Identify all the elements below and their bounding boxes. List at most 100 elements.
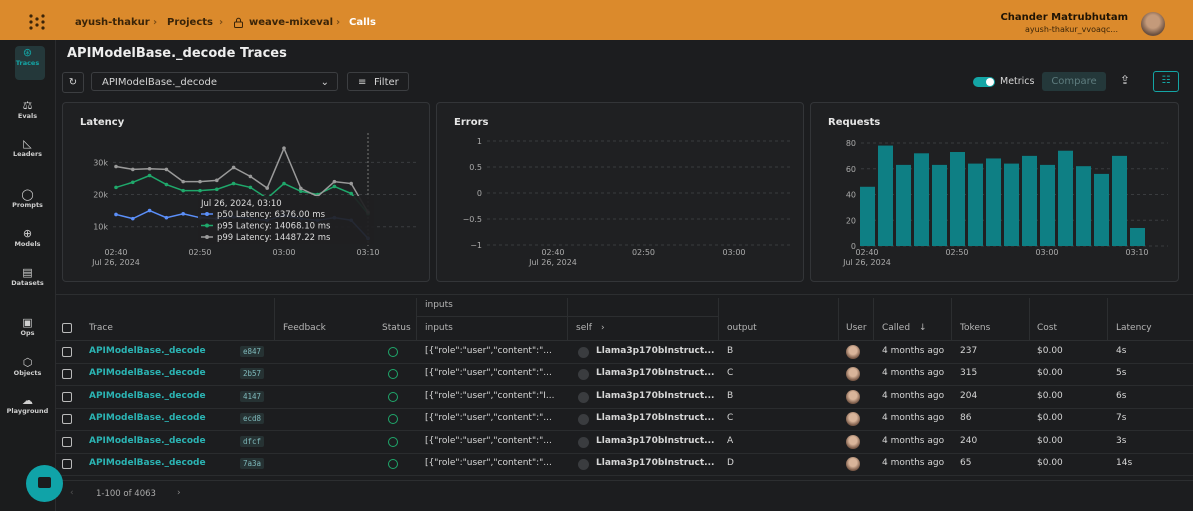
breadcrumb[interactable]: Calls	[349, 17, 376, 28]
point	[332, 184, 337, 189]
avatar[interactable]	[1141, 12, 1165, 36]
nav-label[interactable]: Playground	[6, 407, 49, 415]
x-tick-label: 03:00	[1035, 248, 1058, 257]
nav-label[interactable]: Models	[14, 240, 41, 248]
nav-label[interactable]: Datasets	[11, 279, 44, 287]
refresh-button[interactable]: ↻	[62, 72, 84, 93]
compare-button[interactable]: Compare	[1042, 72, 1106, 91]
self-cell[interactable]: Llama3p170bInstruct...	[596, 368, 715, 379]
nav-icon[interactable]: ▣	[22, 316, 33, 329]
column-header[interactable]: Feedback	[283, 323, 326, 333]
nav-icon[interactable]: ◺	[23, 137, 32, 150]
metrics-toggle[interactable]	[973, 77, 995, 87]
point	[299, 189, 303, 194]
point	[282, 146, 286, 150]
y-tick-label: −0.5	[463, 215, 482, 224]
self-cell[interactable]: Llama3p170bInstruct...	[596, 413, 715, 424]
tokens-cell: 204	[960, 390, 978, 401]
x-tick-label: 03:10	[356, 248, 379, 257]
nav-icon[interactable]: ⊕	[22, 227, 33, 240]
self-cell[interactable]: Llama3p170bInstruct...	[596, 390, 715, 401]
column-header[interactable]: Latency	[1116, 323, 1152, 333]
export-button[interactable]: ⇪	[1120, 73, 1131, 87]
row-checkbox[interactable]	[62, 347, 72, 357]
nav-icon[interactable]: ⊛	[22, 46, 33, 59]
nav-label[interactable]: Leaders	[12, 150, 43, 158]
column-divider	[838, 298, 839, 340]
status-icon	[388, 369, 398, 380]
trace-link[interactable]: APIModelBase._decode	[89, 390, 206, 401]
nav-icon[interactable]: ☁	[22, 394, 33, 407]
row-checkbox[interactable]	[62, 414, 72, 425]
series-line	[115, 174, 369, 215]
cost-cell: $0.00	[1037, 458, 1063, 468]
nav-label[interactable]: Objects	[13, 369, 42, 377]
self-cell[interactable]: Llama3p170bInstruct...	[596, 346, 715, 356]
nav-label[interactable]: Prompts	[12, 201, 43, 209]
trace-link[interactable]: APIModelBase._decode	[89, 413, 206, 424]
nav-label[interactable]: Evals	[17, 112, 38, 120]
output-cell: C	[727, 368, 734, 379]
group-header: inputs	[425, 300, 453, 310]
trace-link[interactable]: APIModelBase._decode	[89, 458, 206, 468]
select-all[interactable]	[62, 323, 72, 333]
column-divider	[873, 298, 874, 340]
trace-id: 2b57	[240, 368, 265, 380]
y-tick-label: 0	[851, 242, 856, 251]
nav-icon[interactable]: ⚖	[22, 99, 33, 112]
row-checkbox[interactable]	[62, 391, 72, 402]
column-header[interactable]: Tokens	[960, 323, 991, 333]
nav-label[interactable]: Ops	[20, 329, 35, 337]
user-handle: ayush-thakur_vvoaqc...	[1024, 25, 1118, 34]
columns-button[interactable]: ☷	[1153, 71, 1179, 92]
point	[198, 179, 202, 184]
tokens-cell: 240	[960, 435, 978, 446]
next-page[interactable]: ›	[177, 488, 181, 498]
separator: ›	[219, 17, 224, 28]
self-cell[interactable]: Llama3p170bInstruct...	[596, 435, 715, 446]
trace-link[interactable]: APIModelBase._decode	[89, 368, 206, 379]
column-header[interactable]: self	[576, 323, 592, 333]
bar	[1058, 150, 1073, 246]
prev-page[interactable]: ‹	[70, 488, 74, 498]
point	[114, 164, 118, 169]
x-tick-label: 02:50	[632, 248, 655, 257]
column-header[interactable]: Trace	[89, 323, 113, 333]
column-header[interactable]: Cost	[1037, 323, 1058, 333]
x-tick-label: 03:00	[722, 248, 745, 257]
filter-button[interactable]: ≡ Filter	[347, 72, 409, 91]
column-header[interactable]: inputs	[425, 323, 453, 333]
chat-button[interactable]	[26, 465, 63, 502]
bar	[1130, 227, 1145, 246]
trace-link[interactable]: APIModelBase._decode	[89, 346, 206, 356]
breadcrumb[interactable]: ayush-thakur	[75, 17, 150, 28]
breadcrumb[interactable]: weave-mixeval	[249, 17, 333, 28]
column-header[interactable]: Status	[382, 323, 411, 333]
trace-link[interactable]: APIModelBase._decode	[89, 435, 206, 446]
breadcrumb[interactable]: Projects	[167, 17, 214, 28]
tokens-cell: 237	[960, 346, 978, 356]
y-tick-label: 20k	[93, 191, 108, 200]
y-tick-label: 30k	[93, 158, 108, 167]
nav-icon[interactable]: ⬡	[22, 356, 33, 369]
nav-icon[interactable]: ◯	[21, 188, 34, 201]
row-checkbox[interactable]	[62, 369, 72, 380]
point	[231, 165, 236, 170]
column-header[interactable]: User	[846, 323, 867, 333]
trace-id: 4147	[240, 390, 265, 402]
op-select[interactable]: APIModelBase._decode ⌄	[91, 72, 338, 91]
inputs-cell: [{"role":"user","content":"...	[425, 413, 552, 424]
y-tick-label: 80	[846, 139, 856, 148]
tooltip-dot	[205, 235, 209, 239]
column-header[interactable]: output	[727, 323, 757, 333]
point	[114, 185, 118, 190]
nav-label[interactable]: Traces	[15, 59, 40, 67]
nav-icon[interactable]: ▤	[22, 266, 33, 279]
pagination: 1-100 of 4063	[96, 489, 156, 499]
column-header[interactable]: Called	[882, 323, 911, 333]
latency-cell: 14s	[1116, 458, 1133, 468]
row-checkbox[interactable]	[62, 436, 72, 447]
self-cell[interactable]: Llama3p170bInstruct...	[596, 458, 715, 468]
bar	[950, 152, 965, 246]
row-checkbox[interactable]	[62, 459, 72, 469]
